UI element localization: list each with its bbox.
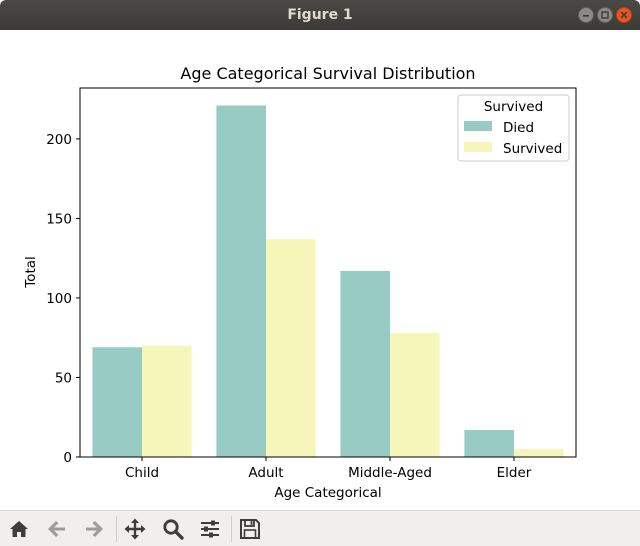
x-axis-label: Age Categorical (274, 485, 381, 501)
zoom-icon (163, 519, 184, 540)
bar-survived-elder (514, 449, 564, 457)
x-tick-label: Elder (497, 465, 532, 481)
back-arrow-icon (48, 521, 65, 537)
legend-swatch-died (464, 121, 492, 131)
home-icon (10, 521, 28, 537)
bar-died-adult (216, 105, 266, 457)
zoom-button[interactable] (158, 514, 188, 544)
legend: Survived Died Survived (457, 94, 570, 162)
maximize-icon (601, 11, 609, 19)
x-tick-label: Child (125, 465, 159, 481)
x-tick-label: Middle-Aged (348, 465, 432, 481)
y-tick-label: 200 (46, 132, 72, 148)
bar-survived-adult (266, 239, 316, 457)
save-icon (240, 519, 260, 539)
pan-icon (124, 518, 146, 540)
y-tick-label: 50 (55, 370, 72, 386)
configure-subplots-icon (201, 520, 219, 538)
pan-button[interactable] (120, 514, 150, 544)
legend-label-survived: Survived (503, 141, 562, 157)
bar-died-elder (464, 429, 514, 457)
y-tick-label: 150 (46, 211, 72, 227)
close-button[interactable] (616, 7, 632, 23)
toolbar-separator (231, 516, 232, 542)
minimize-icon (583, 15, 589, 17)
minimize-button[interactable] (578, 7, 594, 23)
legend-title: Survived (484, 99, 543, 115)
maximize-button[interactable] (597, 7, 613, 23)
x-tick-label: Adult (248, 465, 283, 481)
y-axis-label: Total (23, 256, 39, 289)
back-button[interactable] (42, 514, 72, 544)
figure-canvas[interactable]: Age Categorical Survival Distribution Ch… (0, 30, 640, 510)
y-tick-label: 0 (63, 450, 72, 466)
bar-survived-middle-aged (390, 332, 440, 457)
forward-button[interactable] (79, 514, 109, 544)
bar-survived-child (142, 345, 192, 457)
legend-swatch-survived (464, 142, 492, 152)
bar-chart: Age Categorical Survival Distribution Ch… (23, 64, 577, 501)
toolbar-separator (116, 516, 117, 542)
axes-frame (79, 87, 577, 458)
y-tick-label: 100 (46, 291, 72, 307)
bar-died-middle-aged (340, 270, 390, 457)
title-bar[interactable]: Figure 1 (0, 0, 640, 30)
forward-arrow-icon (86, 521, 103, 537)
close-icon (620, 11, 628, 19)
save-button[interactable] (235, 514, 265, 544)
home-button[interactable] (4, 514, 34, 544)
window-title: Figure 1 (287, 7, 353, 23)
legend-label-died: Died (503, 120, 534, 136)
bar-died-child (92, 347, 142, 457)
navigation-toolbar (0, 510, 640, 546)
configure-subplots-button[interactable] (195, 514, 225, 544)
chart-title: Age Categorical Survival Distribution (180, 64, 475, 83)
